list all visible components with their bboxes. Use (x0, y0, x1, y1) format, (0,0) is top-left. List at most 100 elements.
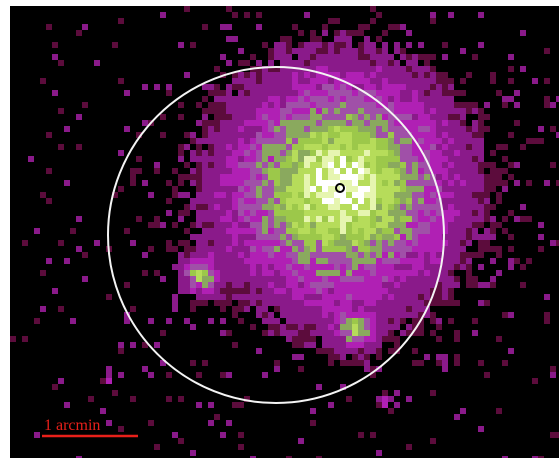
pixel (250, 216, 256, 222)
pixel (328, 132, 334, 138)
pixel (280, 216, 286, 222)
pixel (454, 186, 460, 192)
pixel (334, 312, 340, 318)
pixel (442, 366, 448, 372)
pixel (382, 156, 388, 162)
pixel (358, 336, 364, 342)
pixel (328, 48, 334, 54)
pixel (406, 138, 412, 144)
pixel (364, 216, 370, 222)
pixel (508, 246, 514, 252)
pixel (328, 210, 334, 216)
pixel (412, 150, 418, 156)
pixel (388, 210, 394, 216)
pixel (250, 276, 256, 282)
pixel (442, 78, 448, 84)
pixel (304, 186, 310, 192)
pixel (346, 228, 352, 234)
pixel (472, 156, 478, 162)
pixel (118, 372, 124, 378)
pixel (454, 132, 460, 138)
pixel (220, 234, 226, 240)
pixel (466, 144, 472, 150)
pixel (340, 234, 346, 240)
pixel (172, 432, 178, 438)
pixel (370, 84, 376, 90)
pixel (94, 60, 100, 66)
pixel (400, 96, 406, 102)
pixel (238, 90, 244, 96)
pixel (328, 228, 334, 234)
pixel (394, 186, 400, 192)
pixel (394, 24, 400, 30)
pixel (184, 240, 190, 246)
pixel (154, 444, 160, 450)
pixel (298, 282, 304, 288)
pixel (466, 108, 472, 114)
pixel (448, 234, 454, 240)
pixel (394, 288, 400, 294)
pixel (406, 174, 412, 180)
pixel (298, 312, 304, 318)
pixel (484, 240, 490, 246)
pixel (388, 138, 394, 144)
pixel (280, 114, 286, 120)
pixel (328, 252, 334, 258)
pixel (310, 90, 316, 96)
pixel (214, 96, 220, 102)
pixel (340, 132, 346, 138)
pixel (418, 114, 424, 120)
pixel (508, 174, 514, 180)
pixel (388, 120, 394, 126)
pixel (220, 204, 226, 210)
pixel (454, 252, 460, 258)
pixel (202, 270, 208, 276)
pixel (418, 198, 424, 204)
pixel (418, 288, 424, 294)
pixel (472, 186, 478, 192)
pixel (412, 204, 418, 210)
pixel (304, 48, 310, 54)
pixel (436, 102, 442, 108)
pixel (340, 162, 346, 168)
pixel (232, 96, 238, 102)
pixel (322, 216, 328, 222)
pixel (202, 198, 208, 204)
pixel (304, 234, 310, 240)
pixel (364, 234, 370, 240)
pixel (430, 270, 436, 276)
pixel (256, 108, 262, 114)
pixel (328, 198, 334, 204)
pixel (394, 66, 400, 72)
pixel (364, 144, 370, 150)
pixel (352, 240, 358, 246)
pixel (364, 156, 370, 162)
pixel (376, 144, 382, 150)
pixel (382, 402, 388, 408)
pixel (400, 300, 406, 306)
pixel (274, 300, 280, 306)
pixel (394, 144, 400, 150)
pixel (484, 192, 490, 198)
pixel (424, 84, 430, 90)
pixel (268, 234, 274, 240)
pixel (406, 270, 412, 276)
pixel (388, 96, 394, 102)
pixel (400, 138, 406, 144)
pixel (286, 120, 292, 126)
pixel (418, 168, 424, 174)
pixel (340, 126, 346, 132)
pixel (340, 108, 346, 114)
pixel (232, 204, 238, 210)
pixel (214, 168, 220, 174)
pixel (310, 342, 316, 348)
pixel (310, 192, 316, 198)
pixel (478, 360, 484, 366)
pixel (238, 432, 244, 438)
pixel (406, 198, 412, 204)
pixel (454, 300, 460, 306)
pixel (478, 210, 484, 216)
pixel (262, 306, 268, 312)
pixel (376, 312, 382, 318)
pixel (448, 252, 454, 258)
